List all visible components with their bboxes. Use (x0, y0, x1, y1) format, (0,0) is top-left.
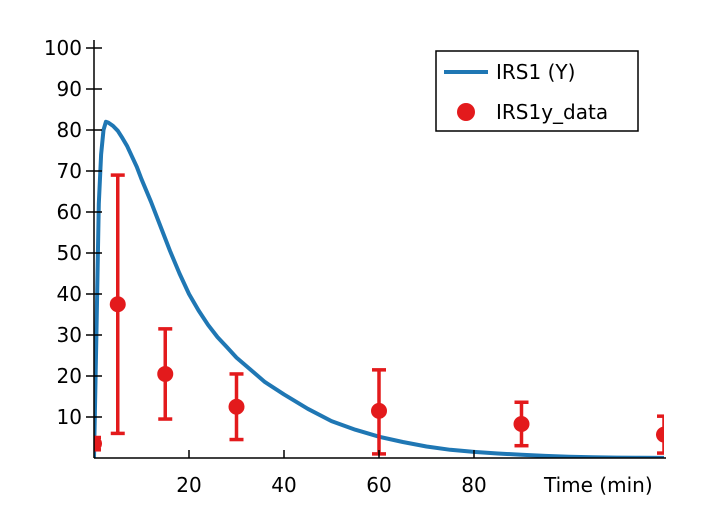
x-tick-label: 20 (176, 473, 201, 497)
y-tick-label: 30 (57, 323, 82, 347)
y-tick-label: 50 (57, 241, 82, 265)
y-tick-label: 60 (57, 200, 82, 224)
axes: 10 20 30 40 50 60 70 80 90 100 20 40 60 80 (44, 36, 666, 497)
x-axis-label: Time (min) (543, 473, 653, 497)
x-tick-label: 40 (271, 473, 296, 497)
y-tick-label: 40 (57, 282, 82, 306)
x-tick-label: 80 (461, 473, 486, 497)
data-point (513, 415, 530, 432)
legend-label-irs1y-data: IRS1y_data (496, 100, 608, 124)
legend-label-irs1: IRS1 (Y) (496, 60, 575, 84)
legend-dot-swatch (457, 103, 475, 121)
data-point (228, 398, 245, 415)
data-point (656, 426, 664, 443)
y-tick-label: 80 (57, 118, 82, 142)
data-point (109, 296, 126, 313)
data-point (94, 435, 102, 452)
y-tick-label: 20 (57, 364, 82, 388)
y-tick-label: 10 (57, 405, 82, 429)
y-tick-label: 100 (44, 36, 82, 60)
plot-area (94, 119, 664, 458)
data-point (371, 402, 387, 419)
data-point (157, 365, 174, 382)
legend: IRS1 (Y) IRS1y_data (435, 50, 639, 132)
irs1-line (94, 119, 664, 458)
y-tick-label: 90 (57, 77, 82, 101)
y-tick-label: 70 (57, 159, 82, 183)
x-tick-label: 60 (366, 473, 391, 497)
